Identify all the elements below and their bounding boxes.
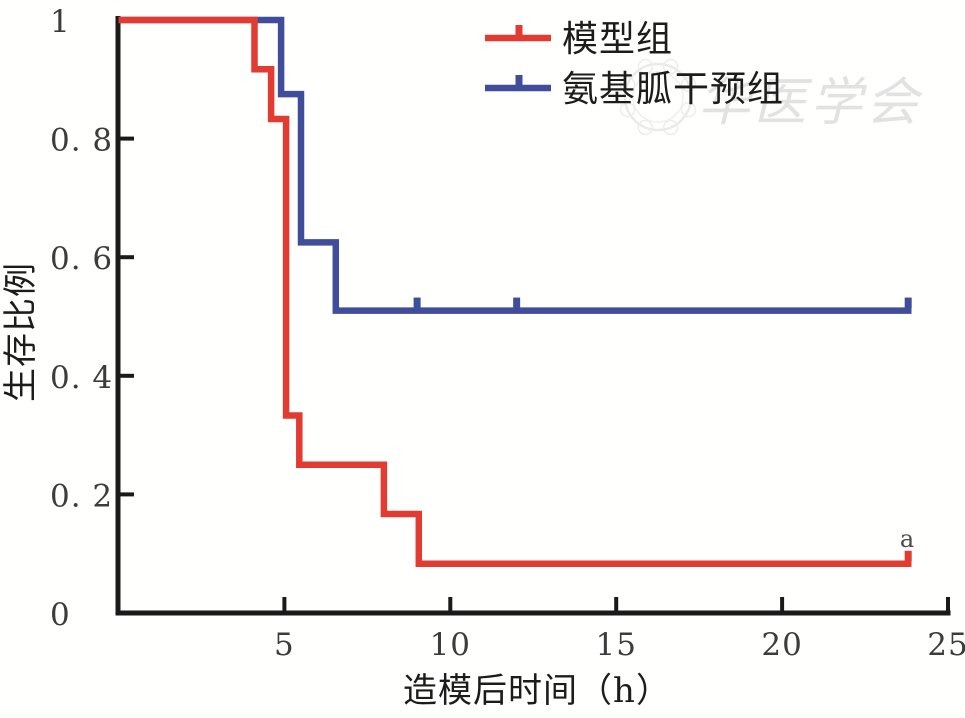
watermark-seal-petal: [619, 101, 636, 118]
x-tick-label: 10: [430, 627, 471, 663]
watermark-seal-petal: [619, 76, 636, 93]
survival-curve-model-group: [118, 16, 912, 568]
y-tick-label: 1: [50, 4, 71, 40]
watermark-seal-petal: [662, 58, 679, 75]
y-tick-label: 0. 6: [50, 241, 113, 277]
y-tick-label: 0. 4: [50, 360, 113, 396]
y-tick-label: 0: [50, 597, 71, 633]
watermark-seal-petal: [662, 119, 679, 136]
watermark-seal-outer-ring: [623, 62, 693, 132]
x-axis-title: 造模后时间（h）: [403, 671, 671, 711]
x-tick-label: 20: [761, 627, 802, 663]
x-tick-label: 25: [927, 627, 965, 663]
watermark-seal-petal: [680, 101, 697, 118]
y-tick-label: 0. 8: [50, 123, 113, 159]
survival-curve-aminoguanidine-group: [118, 16, 912, 314]
watermark-seal-petal: [637, 119, 654, 136]
text-layer: 造模后时间（h） 生存比例 模型组 氨基胍干预组 a: [1, 19, 914, 711]
y-axis-title: 生存比例: [1, 262, 41, 402]
x-tick-label: 15: [595, 627, 636, 663]
plot-layer: 1 0. 8 0. 6 0. 4 0. 2 0 5 10 15 20 25: [50, 4, 965, 663]
watermark-seal-petal: [637, 58, 654, 75]
x-tick-label: 5: [274, 627, 295, 663]
watermark-calligraphy-text: 华医学会: [698, 73, 923, 133]
legend-label-aminoguanidine-group: 氨基胍干预组: [562, 69, 784, 110]
legend-label-model-group: 模型组: [562, 19, 673, 60]
watermark-seal-petal: [680, 76, 697, 93]
watermark-seal-inner-ring: [632, 71, 684, 123]
annotation-a: a: [900, 525, 914, 553]
y-tick-label: 0. 2: [50, 478, 113, 514]
watermark-layer: 华医学会: [619, 58, 923, 136]
